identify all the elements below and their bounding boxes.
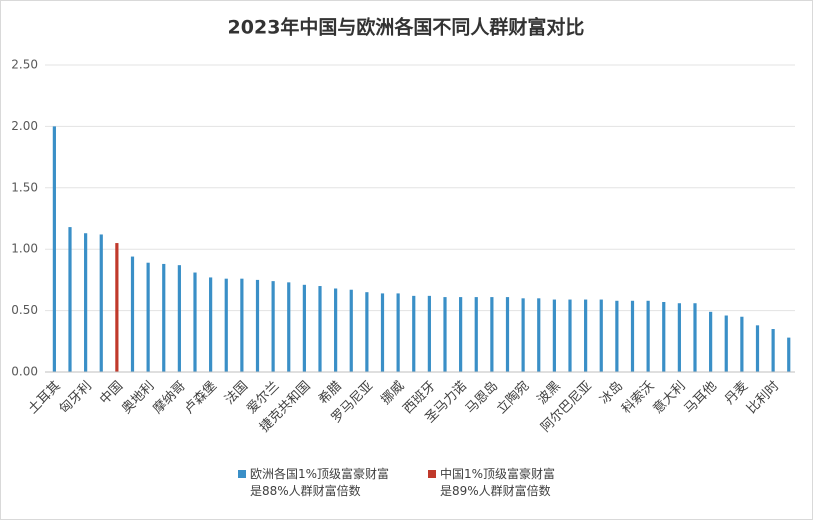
bar — [396, 293, 400, 372]
bar — [693, 303, 697, 372]
bar — [787, 337, 791, 372]
bar — [568, 299, 572, 372]
bar — [99, 234, 103, 372]
legend-entry: 中国1%顶级富豪财富 是89%人群财富倍数 — [428, 466, 556, 500]
bar — [271, 281, 275, 372]
y-tick-label: 0.50 — [11, 303, 38, 317]
legend-swatch — [428, 470, 436, 478]
bar — [412, 295, 416, 372]
bar — [677, 303, 681, 372]
bar — [474, 297, 478, 372]
bar — [302, 284, 306, 372]
bar — [599, 299, 603, 372]
bar — [755, 325, 760, 372]
bar — [146, 262, 150, 372]
bar — [52, 126, 56, 373]
y-tick-label: 1.00 — [11, 242, 38, 256]
bar — [209, 277, 213, 372]
legend-swatch — [238, 470, 246, 478]
bar — [662, 302, 666, 372]
bar — [459, 297, 463, 372]
bar — [334, 288, 338, 372]
bar — [646, 300, 650, 372]
bar — [771, 329, 775, 372]
bar — [318, 286, 322, 372]
bar — [193, 272, 197, 372]
bar — [505, 297, 510, 372]
y-tick-label: 0.00 — [11, 365, 38, 379]
bar — [84, 233, 88, 372]
bar — [162, 263, 166, 372]
bar — [521, 298, 525, 372]
bar — [490, 297, 494, 372]
bar — [255, 279, 260, 372]
y-tick-label: 1.50 — [11, 180, 38, 194]
bar — [584, 299, 588, 372]
legend-label: 中国1%顶级富豪财富 是89%人群财富倍数 — [440, 467, 556, 498]
bar — [427, 295, 431, 372]
bar — [240, 278, 244, 372]
bar — [287, 282, 291, 372]
legend-label: 欧洲各国1%顶级富豪财富 是88%人群财富倍数 — [250, 467, 390, 498]
bar — [724, 315, 728, 372]
bar — [615, 300, 619, 372]
bar — [224, 278, 228, 372]
bar — [349, 289, 353, 372]
y-tick-label: 2.00 — [11, 119, 38, 133]
bar — [537, 298, 541, 372]
chart-title: 2023年中国与欧洲各国不同人群财富对比 — [228, 16, 585, 39]
legend-entry: 欧洲各国1%顶级富豪财富 是88%人群财富倍数 — [238, 466, 390, 500]
bar — [443, 297, 447, 372]
bar — [552, 299, 556, 372]
bar — [68, 227, 72, 372]
bar — [130, 256, 135, 372]
bar — [115, 243, 119, 372]
bar — [709, 311, 713, 372]
bar — [630, 300, 635, 372]
y-tick-label: 2.50 — [11, 58, 38, 72]
bar — [365, 292, 369, 372]
bar — [380, 293, 385, 372]
bar — [740, 316, 744, 372]
bar — [177, 265, 181, 372]
